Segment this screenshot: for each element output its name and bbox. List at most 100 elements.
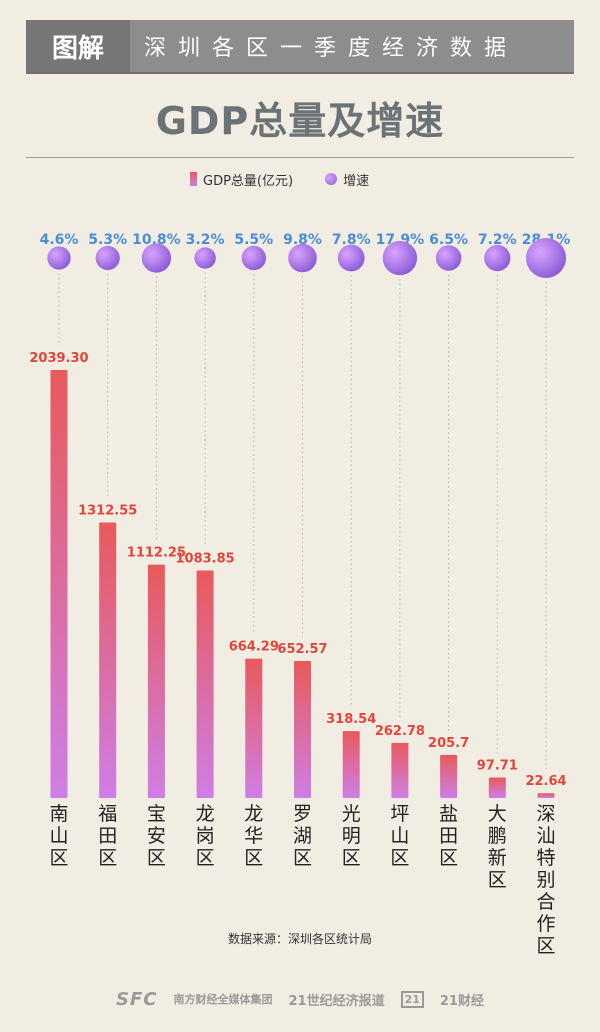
gdp-value-label: 1083.85 (175, 552, 234, 567)
category-label: 区 (390, 847, 409, 869)
gdp-value-label: 318.54 (326, 712, 376, 727)
footer-logos: SFC 南方财经全媒体集团 21世纪经济报道 21 21财经 (0, 988, 600, 1010)
legend-bubble-swatch (325, 173, 338, 185)
gdp-bar (488, 777, 506, 798)
category-label: 区 (488, 869, 507, 891)
category-label: 深 (536, 803, 555, 825)
growth-bubble (141, 243, 172, 273)
category-label: 区 (196, 847, 215, 869)
category-label: 湖 (293, 825, 312, 847)
category-label: 龙 (196, 803, 215, 825)
title-divider (26, 157, 574, 158)
group-name: 南方财经全媒体集团 (173, 993, 273, 1006)
category-label: 区 (98, 847, 117, 869)
category-label: 区 (244, 847, 263, 869)
gdp-bar (50, 370, 68, 798)
growth-bubble (484, 244, 511, 272)
growth-label: 7.2% (478, 232, 517, 248)
category-label: 田 (98, 825, 117, 847)
category-label: 华 (244, 825, 263, 847)
growth-bubble (194, 247, 216, 269)
brand-21cbh: 21世纪经济报道 (288, 993, 385, 1009)
category-label: 区 (49, 847, 68, 869)
gdp-bar (196, 570, 214, 798)
data-source: 数据来源：深圳各区统计局 (227, 932, 372, 946)
gdp-bar (440, 754, 458, 798)
gdp-bar (537, 793, 555, 798)
legend-bar-swatch (190, 172, 197, 186)
brand-21caijing: 21财经 (439, 993, 484, 1009)
category-label: 山 (49, 825, 68, 847)
gdp-bar (245, 658, 263, 798)
category-label: 田 (439, 825, 458, 847)
category-label: 宝 (147, 803, 166, 825)
growth-bubble (382, 240, 418, 276)
category-label: 坪 (390, 803, 409, 825)
growth-bubble (241, 245, 266, 271)
category-label: 区 (342, 847, 361, 869)
category-label: 安 (147, 825, 166, 847)
gdp-value-label: 97.71 (477, 758, 518, 773)
growth-bubble (47, 246, 71, 270)
growth-label: 5.3% (88, 232, 127, 248)
growth-label: 3.2% (186, 232, 225, 248)
legend-gdp-label: GDP总量(亿元) (203, 173, 294, 189)
header-subtitle: 深圳各区一季度经济数据 (144, 36, 519, 61)
growth-bubble (526, 238, 566, 278)
growth-label: 17.9% (376, 232, 425, 248)
gdp-bar (294, 661, 311, 798)
growth-bubble (435, 245, 462, 271)
growth-bubble (95, 245, 120, 271)
category-label: 光 (342, 803, 361, 825)
category-label: 作 (536, 913, 555, 935)
gdp-value-label: 664.29 (229, 640, 279, 655)
growth-label: 7.8% (332, 232, 371, 248)
growth-bubble (288, 243, 317, 273)
brand-21-mark: 21 (400, 990, 424, 1008)
category-label: 汕 (536, 825, 555, 847)
category-label: 特 (536, 847, 555, 869)
category-label: 盐 (439, 803, 458, 825)
chart-title: GDP总量及增速 (155, 99, 445, 143)
category-label: 鹏 (488, 825, 507, 847)
growth-label: 6.5% (429, 232, 468, 248)
category-label: 罗 (293, 803, 312, 825)
category-label: 合 (536, 891, 555, 913)
gdp-value-label: 262.78 (375, 724, 425, 739)
gdp-value-label: 22.64 (525, 774, 566, 789)
gdp-bar (391, 742, 409, 798)
category-label: 山 (390, 825, 409, 847)
growth-label: 5.5% (234, 232, 273, 248)
gdp-value-label: 1312.55 (78, 504, 137, 519)
category-label: 新 (488, 847, 507, 869)
header-tag: 图解 (26, 20, 130, 72)
gdp-value-label: 205.7 (428, 736, 469, 751)
category-label: 区 (293, 847, 312, 869)
gdp-value-label: 652.57 (277, 642, 327, 657)
category-label: 龙 (244, 803, 263, 825)
gdp-bar (147, 564, 165, 798)
category-label: 大 (488, 803, 507, 825)
chart-legend: GDP总量(亿元) 增速 (190, 168, 391, 190)
category-label: 南 (49, 803, 68, 825)
category-label: 岗 (196, 825, 215, 847)
legend-growth-label: 增速 (343, 173, 370, 189)
category-label: 明 (342, 825, 361, 847)
growth-label: 4.6% (40, 232, 79, 248)
gdp-value-label: 1112.25 (127, 546, 186, 561)
gdp-bar (342, 731, 360, 798)
legend-item-gdp: GDP总量(亿元) (190, 170, 293, 189)
category-label: 福 (98, 803, 117, 825)
gdp-bar (99, 522, 117, 798)
growth-label: 10.8% (132, 232, 181, 248)
gdp-value-label: 2039.30 (29, 351, 88, 366)
category-label: 区 (439, 847, 458, 869)
category-label: 区 (536, 935, 555, 957)
sfc-logo: SFC (116, 988, 158, 1010)
category-label: 区 (147, 847, 166, 869)
growth-label: 9.8% (283, 232, 322, 248)
legend-item-growth: 增速 (325, 170, 369, 189)
category-label: 别 (536, 869, 555, 891)
header-banner: 图解 深圳各区一季度经济数据 (26, 20, 574, 74)
